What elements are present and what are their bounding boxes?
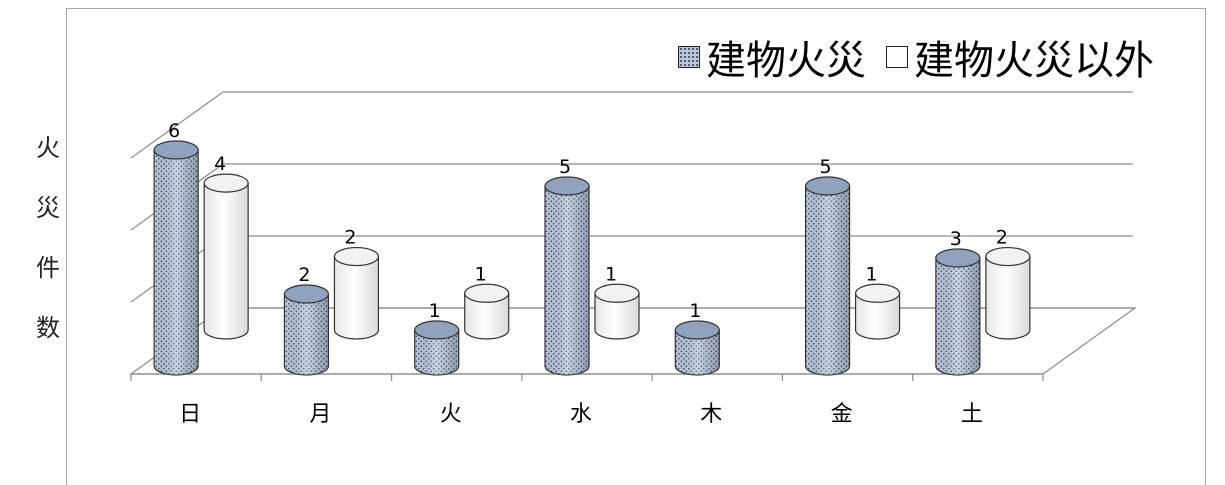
x-tick-label: 日: [179, 402, 201, 427]
data-label: 3: [950, 228, 962, 250]
cylinder-top: [674, 320, 720, 340]
cylinder-body: [985, 255, 1031, 340]
bar-series-1: [674, 320, 720, 376]
x-tick-label: 土: [961, 402, 983, 427]
cylinder-top: [935, 248, 981, 268]
cylinder-top: [464, 283, 510, 303]
legend-entry-fire: 建物火災: [678, 28, 866, 86]
bar-series-2: [854, 283, 901, 340]
cylinder-top: [283, 284, 330, 304]
x-tick-label: 木: [700, 402, 722, 427]
legend-label: 建物火災: [706, 38, 866, 84]
bar-series-2: [985, 246, 1031, 340]
bar-series-2: [594, 283, 640, 340]
legend-swatch-white: [886, 46, 908, 68]
bar-series-2: [333, 246, 380, 340]
cylinder-shade: [805, 186, 850, 375]
bar-series-1: [153, 140, 199, 376]
cylinder-top: [804, 176, 851, 196]
cylinder-body: [854, 292, 901, 340]
cylinder-top: [203, 173, 249, 193]
cylinder-top: [985, 246, 1031, 267]
y-axis-label: 火 災 件 数: [30, 118, 66, 358]
y-axis-label-char: 件: [36, 254, 60, 282]
data-label: 1: [605, 263, 617, 285]
x-tick-label: 火: [440, 402, 462, 427]
legend-label: 建物火災以外: [914, 38, 1154, 84]
cylinder-body: [333, 255, 380, 340]
cylinder-shade: [414, 330, 459, 375]
data-label: 1: [429, 300, 441, 322]
cylinder-top: [414, 320, 460, 340]
data-label: 2: [344, 227, 356, 249]
data-label: 5: [820, 156, 832, 178]
bar-series-1: [935, 248, 981, 376]
cylinder-shade: [545, 186, 589, 375]
cylinder-body: [594, 292, 640, 340]
bar-series-2: [203, 173, 249, 340]
cylinder-top: [153, 140, 199, 160]
bar-series-1: [544, 176, 590, 376]
data-label: 1: [866, 263, 878, 285]
data-label: 5: [559, 156, 571, 178]
data-label: 2: [298, 264, 310, 286]
x-tick-label: 金: [831, 402, 853, 427]
cylinder-shade: [675, 330, 720, 375]
bar-series-1: [414, 320, 460, 376]
data-label: 1: [689, 300, 701, 322]
legend: 建物火災 建物火災以外: [678, 28, 1174, 86]
legend-entry-other: 建物火災以外: [886, 28, 1154, 86]
x-tick-label: 水: [570, 402, 592, 427]
cylinder-shade: [284, 294, 329, 375]
data-label: 2: [996, 227, 1008, 249]
bar-series-1: [283, 284, 330, 376]
cylinder-body: [464, 292, 510, 340]
data-label: 1: [475, 263, 487, 285]
cylinder-shade: [935, 258, 980, 375]
chart-area: [66, 8, 1206, 485]
bar-series-2: [464, 283, 510, 340]
cylinder-body: [203, 182, 249, 340]
data-label: 6: [168, 120, 180, 142]
cylinder-shade: [154, 150, 199, 375]
cylinder-top: [333, 246, 380, 267]
cylinder-top: [854, 283, 901, 303]
cylinder-top: [544, 176, 590, 196]
y-axis-label-char: 火: [36, 134, 60, 162]
cylinder-top: [594, 283, 640, 303]
bar-series-1: [804, 176, 851, 376]
y-axis-label-char: 災: [36, 194, 60, 222]
data-label: 4: [214, 153, 226, 175]
x-tick-label: 月: [309, 402, 331, 427]
y-axis-label-char: 数: [36, 314, 60, 342]
legend-swatch-dotted: [678, 46, 700, 68]
gridline-side: [130, 91, 224, 159]
